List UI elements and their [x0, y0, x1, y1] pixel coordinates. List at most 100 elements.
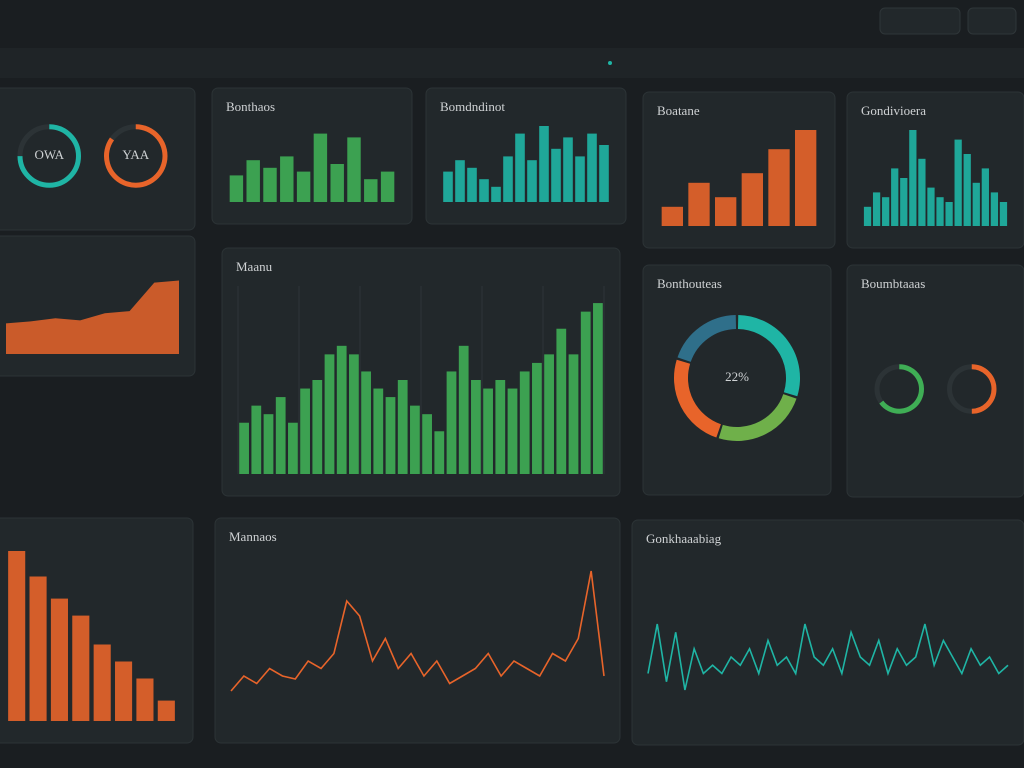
bar [275, 397, 286, 474]
bar [568, 354, 579, 474]
panel-title: Bomdndinot [440, 99, 505, 114]
bar [587, 133, 597, 202]
bar [422, 414, 432, 474]
bar [446, 371, 457, 474]
bar [491, 186, 501, 202]
line [647, 623, 1009, 691]
bar [539, 126, 549, 202]
bar [891, 168, 899, 226]
bar [544, 354, 554, 474]
bar [385, 397, 396, 474]
panel-title: Boumbtaaas [861, 276, 925, 291]
bar [882, 197, 890, 226]
bar [999, 202, 1008, 226]
bar [741, 173, 763, 226]
donut-segment [718, 393, 797, 441]
bar [397, 380, 408, 474]
toolbar [0, 48, 1024, 78]
bar [458, 345, 469, 474]
bar [455, 160, 465, 202]
panel [642, 264, 832, 496]
donut-segment [674, 359, 722, 438]
bar [115, 661, 133, 721]
area [6, 280, 179, 354]
bar [863, 206, 872, 226]
bar [768, 149, 790, 226]
bar [551, 148, 561, 202]
bar [918, 158, 926, 226]
bar [519, 371, 530, 474]
bar [72, 615, 90, 721]
gauge-label: OWA [34, 147, 64, 162]
panel-title: Bonthouteas [657, 276, 722, 291]
panel-title: Mannaos [229, 529, 277, 544]
gauge-arc [879, 364, 924, 414]
bar [280, 156, 294, 202]
donut-center-label: 22% [725, 369, 749, 384]
bar [312, 380, 323, 474]
header-button[interactable] [879, 7, 961, 35]
panel-title: Boatane [657, 103, 700, 118]
bar [373, 388, 384, 474]
bar [263, 414, 274, 474]
panel-title: Gondivioera [861, 103, 926, 118]
bar [410, 405, 420, 474]
bar [593, 303, 603, 474]
bar [330, 164, 344, 202]
bar [471, 380, 481, 474]
bar [93, 644, 111, 721]
bar [380, 171, 395, 202]
bar [900, 178, 908, 226]
bar [599, 145, 609, 202]
bar [990, 192, 999, 226]
panel [846, 264, 1024, 498]
bar [479, 179, 489, 202]
bar [575, 156, 585, 202]
bar [527, 160, 537, 202]
bar [246, 160, 260, 202]
gauge-arc [104, 124, 168, 188]
bar [364, 179, 378, 202]
panel [631, 519, 1024, 746]
bar [8, 551, 26, 721]
bar [715, 197, 737, 226]
bar [349, 354, 359, 474]
bar [434, 431, 445, 474]
bar [909, 130, 917, 226]
bar [927, 187, 935, 226]
bar [954, 139, 962, 226]
bar [963, 154, 971, 226]
bar [872, 192, 881, 226]
bar [795, 130, 817, 226]
bar [580, 311, 591, 474]
bar [495, 380, 506, 474]
bar [507, 388, 518, 474]
bar [300, 388, 310, 474]
donut-segment [737, 315, 800, 397]
bar [467, 167, 477, 202]
panel-title: Gonkhaaabiag [646, 531, 722, 546]
bar [515, 133, 525, 202]
bar [251, 405, 262, 474]
line [230, 570, 605, 692]
bar [981, 168, 989, 226]
bar [361, 371, 371, 474]
bar [443, 171, 453, 202]
panel [214, 517, 621, 744]
panel-title: Maanu [236, 259, 273, 274]
donut-segment [677, 315, 737, 363]
bar [688, 182, 710, 226]
bar [972, 182, 980, 226]
bar [29, 576, 47, 721]
bar [503, 156, 513, 202]
bar [324, 354, 335, 474]
bar [313, 133, 328, 202]
bar [296, 171, 311, 202]
bar [661, 206, 683, 226]
gauge-arc [971, 364, 997, 414]
bar [288, 422, 298, 474]
header-button[interactable] [967, 7, 1017, 35]
bar [347, 137, 361, 202]
bar [556, 328, 567, 474]
panel [211, 87, 413, 225]
